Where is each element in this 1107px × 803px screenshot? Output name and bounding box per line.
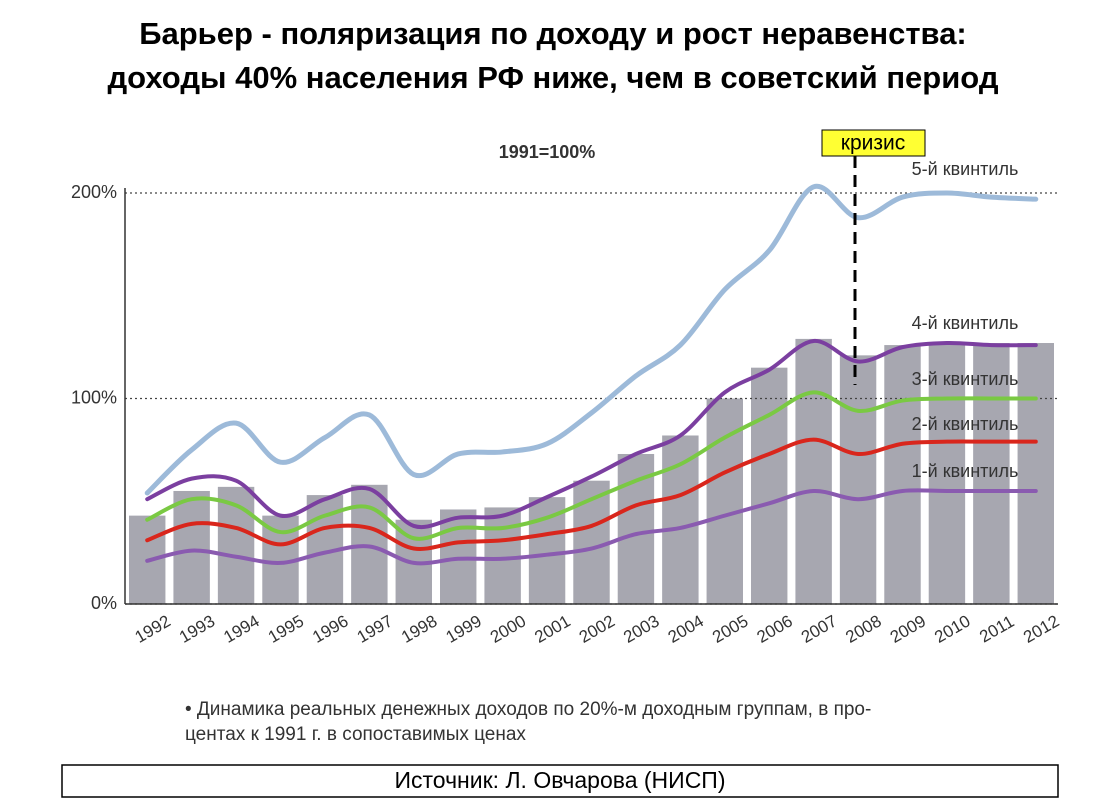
series-label: 4-й квинтиль (912, 313, 1019, 333)
x-tick-label: 2010 (931, 611, 973, 646)
x-tick-label: 1992 (132, 611, 174, 646)
series-line (144, 183, 1039, 496)
series-label: 2-й квинтиль (912, 414, 1019, 434)
x-tick-label: 2002 (576, 611, 618, 646)
bar (662, 435, 699, 604)
x-tick-label: 1997 (354, 611, 396, 646)
x-tick-label: 2009 (887, 611, 929, 646)
bar (484, 507, 521, 604)
source-box (61, 764, 1059, 798)
series-line (145, 437, 1038, 551)
x-tick-label: 2012 (1020, 611, 1062, 646)
bar (173, 490, 210, 604)
x-tick-label: 1999 (443, 611, 485, 646)
x-tick-label: 1994 (220, 611, 262, 646)
caption: • Динамика реальных денежных доходов по … (185, 699, 871, 720)
x-tick-label: 2007 (798, 611, 840, 646)
x-tick-label: 1998 (398, 611, 440, 646)
chart-title: Барьер - поляризация по доходу и рост не… (139, 16, 967, 51)
x-tick-label: 2011 (976, 612, 1017, 647)
bar (839, 355, 877, 604)
series-line (145, 390, 1038, 541)
bar (795, 338, 832, 604)
x-tick-label: 2000 (487, 611, 529, 646)
x-tick-label: 1993 (176, 611, 218, 646)
series-line (145, 338, 1038, 530)
x-tick-label: 2006 (754, 611, 796, 646)
bar (750, 367, 788, 604)
x-tick-label: 2008 (842, 611, 884, 646)
bar (1017, 343, 1055, 604)
x-tick-label: 1995 (265, 611, 307, 646)
x-tick-label: 2001 (531, 611, 573, 646)
bar (973, 343, 1010, 604)
annotation-box (821, 129, 926, 157)
bar (928, 343, 966, 604)
bar (351, 484, 388, 604)
x-tick-label: 2004 (665, 611, 707, 646)
chart-title: доходы 40% населения РФ ниже, чем в сове… (108, 60, 999, 95)
caption: центах к 1991 г. в сопоставимых ценах (185, 724, 526, 745)
series-label: 3-й квинтиль (912, 369, 1019, 389)
annotation: кризис (841, 132, 905, 155)
series-label: 1-й квинтиль (912, 461, 1019, 481)
y-tick-label: 0% (91, 593, 117, 613)
bar (884, 345, 921, 604)
series-label: 5-й квинтиль (912, 159, 1019, 179)
x-tick-label: 2003 (620, 611, 662, 646)
series-line (145, 488, 1038, 566)
y-tick-label: 200% (71, 182, 117, 202)
y-tick-label: 100% (71, 387, 117, 407)
source: Источник: Л. Овчарова (НИСП) (394, 767, 725, 793)
chart-subtitle: 1991=100% (499, 142, 596, 162)
x-tick-label: 1996 (309, 611, 351, 646)
x-tick-label: 2005 (709, 611, 751, 646)
